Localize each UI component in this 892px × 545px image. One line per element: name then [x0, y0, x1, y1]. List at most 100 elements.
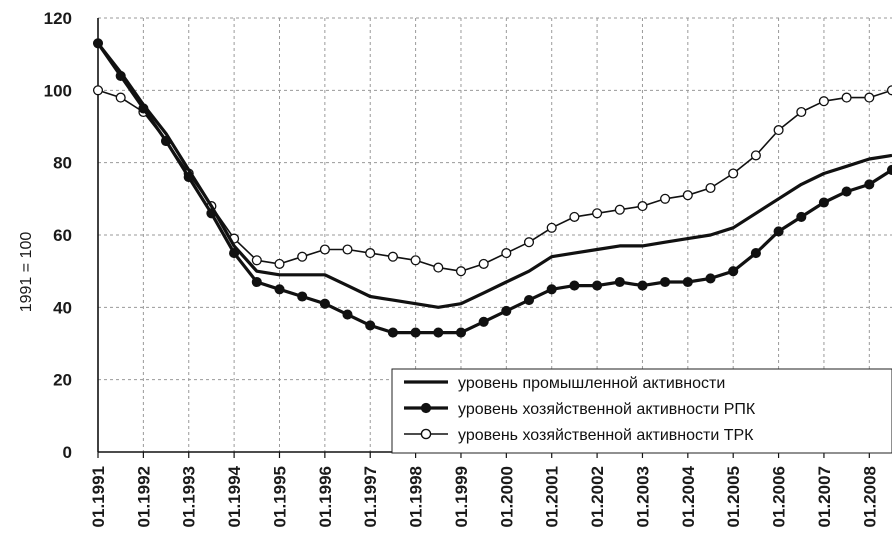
x-tick-label: 01.2001	[543, 466, 562, 527]
series-3	[92, 85, 892, 277]
data-point	[796, 211, 807, 222]
tick-labels: 0 20 40 60 80 100 120 01.1991 01.1992 01.1993 01.1…	[44, 9, 880, 527]
data-point	[410, 255, 421, 266]
legend-item-3: уровень хозяйственной активности ТРК	[404, 427, 754, 444]
data-point	[592, 280, 603, 291]
data-point	[251, 255, 262, 266]
series-line-2	[96, 42, 892, 335]
x-tick-label: 01.2006	[770, 466, 789, 527]
data-point	[750, 150, 761, 161]
data-point	[319, 298, 330, 309]
data-point	[569, 280, 580, 291]
x-tick-label: 01.2005	[724, 466, 743, 527]
data-point	[251, 276, 262, 288]
x-tick-label: 01.2002	[588, 466, 607, 527]
data-point	[637, 280, 648, 291]
data-point	[319, 244, 330, 255]
data-point	[115, 92, 126, 103]
data-point	[614, 276, 625, 288]
x-tick-label: 01.1995	[270, 466, 289, 527]
x-tick-label: 01.2008	[860, 466, 879, 527]
y-tick-label: 20	[53, 371, 72, 390]
legend-item-2: уровень хозяйственной активности РПК	[404, 401, 756, 418]
x-tick-label: 01.2003	[633, 466, 652, 527]
x-tick-label: 01.1994	[225, 465, 244, 527]
data-point	[682, 276, 693, 288]
legend: уровень промышленной активности уровень …	[391, 368, 892, 454]
data-point	[682, 190, 693, 201]
series-group	[92, 38, 892, 338]
y-tick-label: 80	[53, 154, 72, 173]
data-point	[864, 92, 875, 103]
data-point	[365, 320, 376, 331]
data-point	[229, 248, 240, 259]
y-tick-label: 120	[44, 9, 72, 28]
data-point	[886, 85, 892, 96]
data-point	[728, 266, 739, 277]
data-point	[387, 327, 398, 338]
data-point	[138, 103, 149, 114]
data-point	[342, 309, 353, 320]
data-point	[637, 201, 648, 212]
data-point	[773, 226, 784, 237]
legend-marker-2	[420, 402, 432, 414]
data-point	[569, 211, 580, 222]
data-point	[841, 92, 852, 103]
data-point	[614, 204, 625, 215]
data-point	[410, 327, 421, 338]
data-point	[592, 208, 603, 219]
data-point	[660, 193, 671, 204]
data-point	[478, 316, 489, 327]
data-point	[206, 208, 217, 219]
data-point	[274, 258, 285, 269]
data-point	[773, 125, 784, 136]
data-point	[841, 186, 852, 197]
x-tick-label: 01.2004	[679, 465, 698, 527]
legend-marker-3	[420, 428, 432, 440]
y-tick-label: 40	[53, 298, 72, 317]
data-point	[886, 164, 892, 175]
series-line-3	[97, 89, 892, 272]
data-point	[546, 284, 557, 295]
x-tick-label: 01.1992	[134, 466, 153, 527]
y-axis-title: 1991 = 100	[18, 232, 35, 313]
data-point	[660, 276, 671, 288]
data-point	[183, 172, 194, 183]
legend-label-2: уровень хозяйственной активности РПК	[458, 401, 756, 418]
data-point	[455, 266, 467, 277]
x-tick-label: 01.1996	[316, 466, 335, 527]
y-tick-label: 60	[53, 226, 72, 245]
data-point	[115, 70, 126, 81]
series-2	[92, 38, 892, 338]
x-tick-label: 01.1991	[89, 466, 108, 527]
x-tick-label: 01.1997	[361, 466, 380, 527]
data-point	[705, 182, 716, 194]
legend-item-1: уровень промышленной активности	[404, 375, 725, 392]
data-point	[818, 197, 829, 208]
data-point	[92, 38, 104, 49]
data-point	[365, 248, 376, 259]
data-point	[297, 291, 308, 302]
legend-box	[391, 368, 892, 454]
x-tick-label: 01.1998	[407, 466, 426, 527]
data-point	[796, 106, 807, 118]
data-point	[523, 237, 535, 248]
data-point	[818, 96, 829, 107]
data-point	[433, 327, 444, 338]
data-point	[274, 284, 285, 295]
x-tick-label: 01.1999	[452, 466, 471, 527]
data-point	[501, 305, 512, 316]
data-point	[523, 295, 535, 306]
data-point	[705, 273, 716, 284]
legend-label-1: уровень промышленной активности	[458, 375, 725, 392]
data-point	[750, 248, 761, 259]
series-line-1	[96, 42, 892, 309]
data-point	[501, 248, 512, 259]
series-1	[96, 42, 892, 309]
data-point	[297, 251, 308, 262]
data-point	[455, 327, 467, 338]
data-point	[387, 251, 398, 262]
data-point	[161, 135, 172, 147]
data-point	[92, 85, 104, 96]
